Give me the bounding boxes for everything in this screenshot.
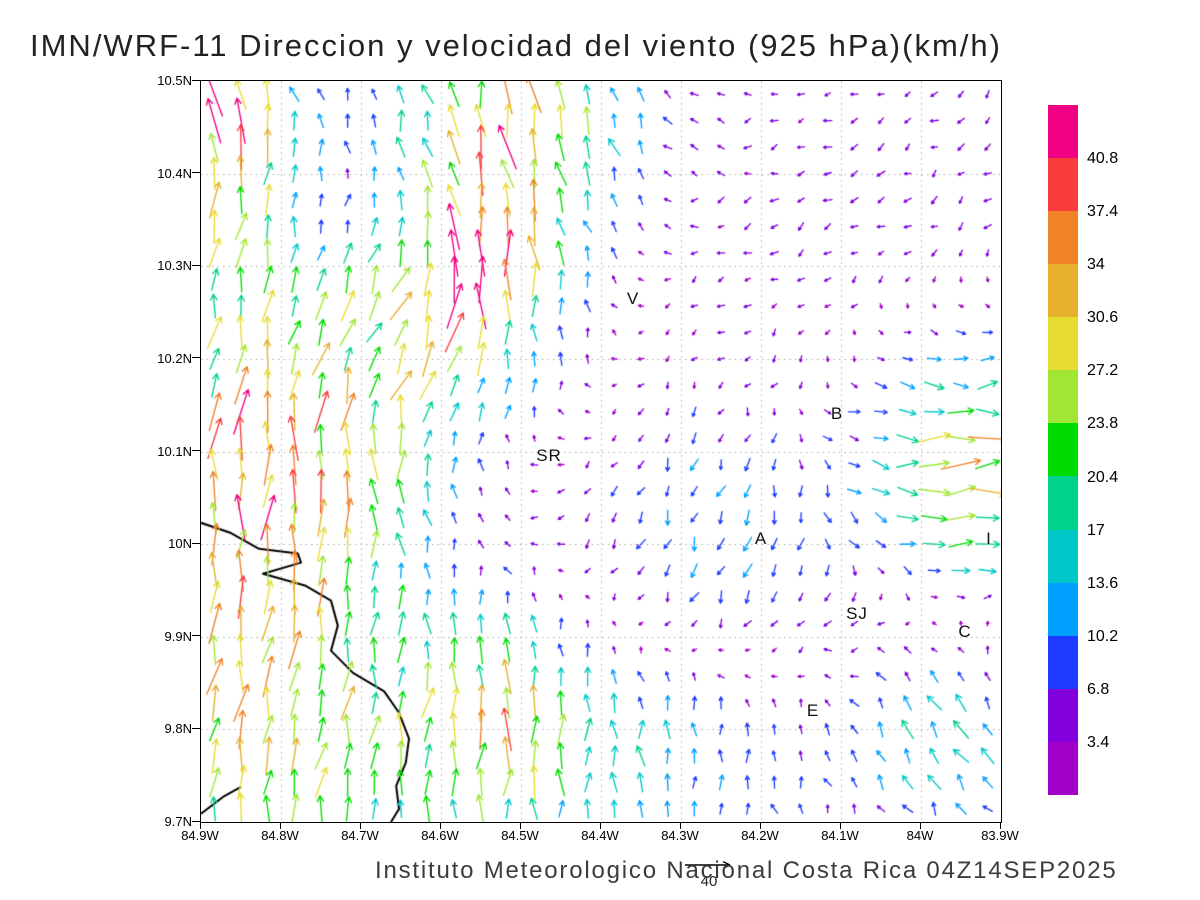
station-label: C [958, 622, 972, 642]
y-axis-tick-label: 10.2N [157, 350, 192, 366]
x-axis-tick-label: 84.1W [821, 828, 859, 843]
colorbar-segment [1048, 158, 1078, 212]
station-label: SR [536, 446, 562, 466]
colorbar-tick-label: 6.8 [1087, 680, 1110, 698]
x-axis-tick-label: 84.6W [421, 828, 459, 843]
x-axis-tick [919, 822, 921, 829]
colorbar-tick-label: 30.6 [1087, 309, 1119, 327]
y-axis-tick-label: 10.3N [157, 258, 192, 274]
x-axis-tick [359, 822, 361, 829]
colorbar-segment [1048, 105, 1078, 159]
reference-vector-arrow [685, 860, 731, 870]
x-axis-tick [199, 822, 201, 829]
colorbar-tick-label: 20.4 [1087, 468, 1119, 486]
y-axis-tick [192, 820, 200, 822]
x-axis-tick-label: 84.9W [181, 828, 219, 843]
x-axis-tick [519, 822, 521, 829]
y-axis-tick [192, 357, 200, 359]
y-axis-tick [192, 264, 200, 266]
colorbar-segment [1048, 476, 1078, 530]
x-axis-tick [439, 822, 441, 829]
colorbar-segment [1048, 423, 1078, 477]
x-axis-tick [279, 822, 281, 829]
colorbar-tick-label: 17 [1087, 521, 1105, 539]
y-axis-tick-label: 9.8N [164, 721, 192, 737]
y-axis-tick [192, 172, 200, 174]
colorbar-segment [1048, 370, 1078, 424]
y-axis-tick-label: 10N [168, 536, 192, 552]
colorbar-tick-label: 23.8 [1087, 415, 1119, 433]
wind-field-canvas [201, 81, 1001, 822]
x-axis-tick-label: 84.4W [581, 828, 619, 843]
colorbar-tick-label: 10.2 [1087, 627, 1119, 645]
x-axis-tick-label: 84.8W [261, 828, 299, 843]
x-axis-tick-label: 83.9W [981, 828, 1019, 843]
x-axis-tick-label: 84.3W [661, 828, 699, 843]
x-axis-tick-label: 84.5W [501, 828, 539, 843]
colorbar-segment [1048, 317, 1078, 371]
x-axis-tick-label: 84.7W [341, 828, 379, 843]
colorbar-segment [1048, 688, 1078, 742]
colorbar-segment [1048, 529, 1078, 583]
colorbar-tick-label: 13.6 [1087, 574, 1119, 592]
y-axis-tick-label: 9.7N [164, 814, 192, 829]
station-label: A [754, 529, 768, 549]
colorbar-segment [1048, 211, 1078, 265]
y-axis-tick [192, 79, 200, 81]
chart-title: IMN/WRF-11 Direccion y velocidad del vie… [30, 28, 1002, 63]
station-label: SJ [846, 603, 868, 623]
reference-vector-label: 40 [700, 873, 718, 890]
station-label: B [830, 404, 844, 424]
colorbar-segment [1048, 582, 1078, 636]
y-axis-tick-label: 9.9N [164, 628, 192, 644]
station-label: E [806, 700, 820, 720]
y-axis-tick-label: 10.4N [157, 165, 192, 181]
y-axis-tick-label: 10.5N [157, 73, 192, 88]
colorbar-segment [1048, 635, 1078, 689]
x-axis-tick-label: 84.2W [741, 828, 779, 843]
y-axis-tick-label: 10.1N [157, 443, 192, 459]
x-axis-tick [839, 822, 841, 829]
plot-area: V B SR A SJ C E I [200, 80, 1002, 823]
x-axis-tick [679, 822, 681, 829]
colorbar-tick-label: 3.4 [1087, 733, 1110, 751]
y-axis-tick [192, 542, 200, 544]
y-axis-tick [192, 727, 200, 729]
x-axis-tick [599, 822, 601, 829]
colorbar [1048, 105, 1078, 795]
x-axis-tick [999, 822, 1001, 829]
colorbar-tick-label: 37.4 [1087, 203, 1119, 221]
station-label: V [626, 288, 640, 308]
station-label: I [986, 529, 992, 549]
colorbar-tick-label: 34 [1087, 256, 1105, 274]
caption: Instituto Meteorologico Nacional Costa R… [375, 857, 1118, 884]
x-axis-tick-label: 84W [906, 828, 934, 843]
colorbar-segment [1048, 741, 1078, 795]
colorbar-tick-label: 40.8 [1087, 150, 1119, 168]
y-axis-tick [192, 635, 200, 637]
y-axis-tick [192, 450, 200, 451]
x-axis-tick [759, 822, 761, 829]
colorbar-segment [1048, 264, 1078, 318]
colorbar-tick-label: 27.2 [1087, 362, 1119, 380]
